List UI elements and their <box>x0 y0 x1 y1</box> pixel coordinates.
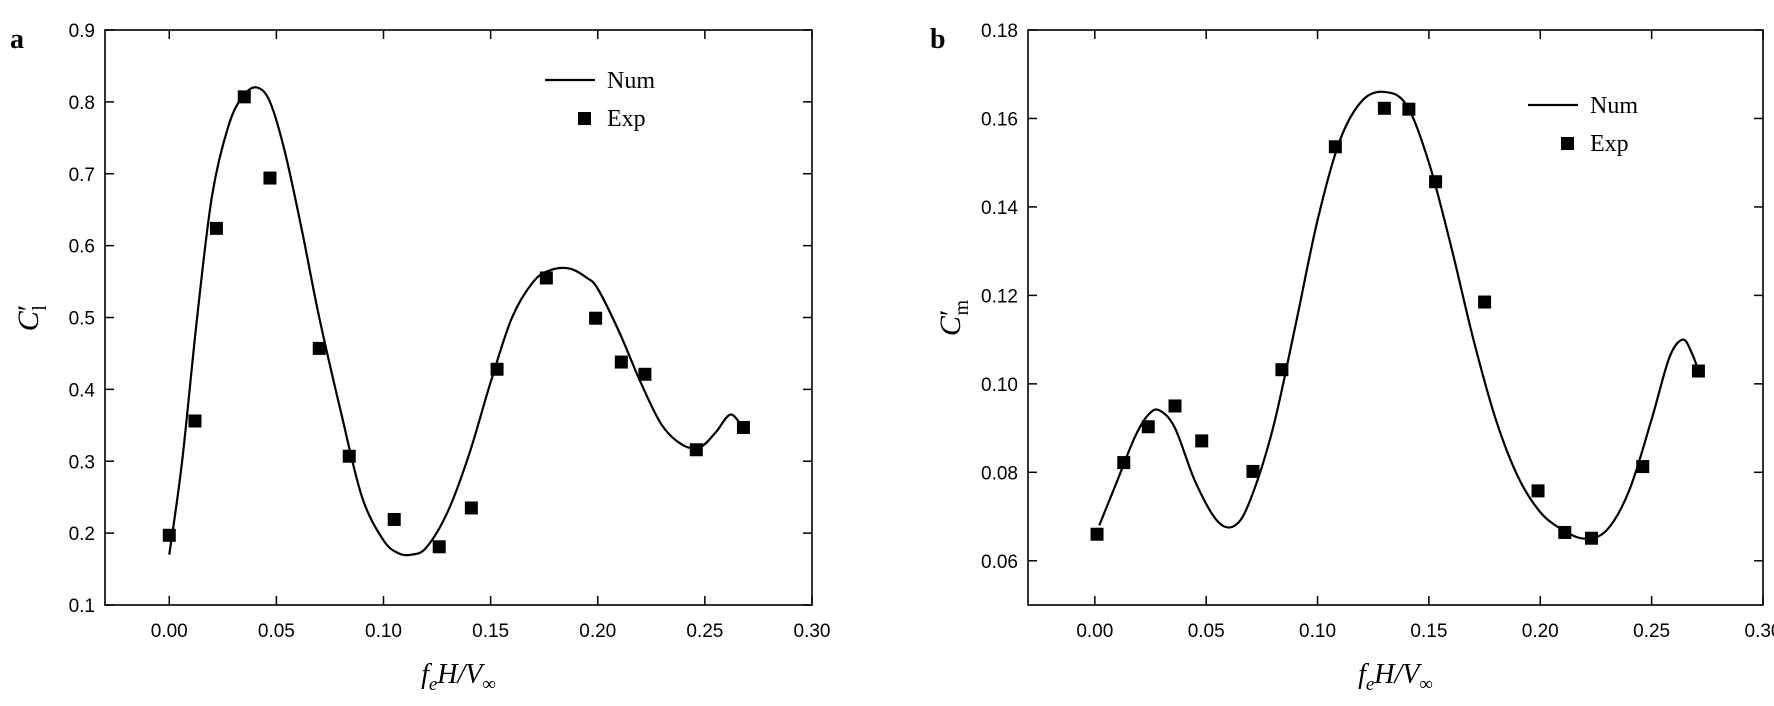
data-point-exp <box>1090 527 1104 541</box>
data-point-exp <box>1691 364 1705 378</box>
series-line-num <box>168 86 745 557</box>
panel-label: b <box>930 24 946 55</box>
x-tick-label: 0.25 <box>1633 621 1670 642</box>
x-tick-label: 0.15 <box>1410 621 1447 642</box>
y-tick-label: 0.7 <box>69 165 95 186</box>
data-point-exp <box>188 414 202 428</box>
y-tick-label: 0.16 <box>981 109 1018 130</box>
data-point-exp <box>490 362 504 376</box>
x-tick-label: 0.15 <box>472 621 509 642</box>
x-tick-label: 0.05 <box>258 621 295 642</box>
y-tick-label: 0.14 <box>981 198 1018 219</box>
x-tick-label: 0.10 <box>365 621 402 642</box>
y-axis-label: C′l <box>12 305 51 332</box>
data-point-exp <box>1195 434 1209 448</box>
data-point-exp <box>342 449 356 463</box>
data-point-exp <box>1328 140 1342 154</box>
y-tick-label: 0.2 <box>69 524 95 545</box>
y-tick-label: 0.10 <box>981 375 1018 396</box>
y-tick-label: 0.08 <box>981 463 1018 484</box>
data-point-exp <box>589 311 603 325</box>
data-point-exp <box>638 367 652 381</box>
data-point-exp <box>1377 101 1391 115</box>
data-point-exp <box>1478 295 1492 309</box>
legend-label-exp: Exp <box>1590 131 1629 157</box>
data-point-exp <box>1168 399 1182 413</box>
data-point-exp <box>432 540 446 554</box>
x-axis-label: feH/V∞ <box>1358 659 1433 695</box>
legend-label-num: Num <box>607 68 655 94</box>
data-point-exp <box>736 420 750 434</box>
data-point-exp <box>1531 484 1545 498</box>
y-tick-label: 0.5 <box>69 309 95 330</box>
data-point-exp <box>237 90 251 104</box>
x-tick-label: 0.00 <box>1076 621 1113 642</box>
y-tick-label: 0.8 <box>69 93 95 114</box>
x-tick-label: 0.10 <box>1299 621 1336 642</box>
data-point-exp <box>464 501 478 515</box>
y-tick-label: 0.18 <box>981 21 1018 42</box>
data-point-exp <box>209 221 223 235</box>
data-point-exp <box>1275 363 1289 377</box>
data-point-exp <box>1117 456 1131 470</box>
y-tick-label: 0.1 <box>69 596 95 617</box>
y-tick-label: 0.9 <box>69 21 95 42</box>
y-tick-label: 0.06 <box>981 552 1018 573</box>
y-tick-label: 0.12 <box>981 286 1018 307</box>
plot-frame <box>1027 29 1764 606</box>
data-point-exp <box>263 171 277 185</box>
data-point-exp <box>1429 175 1443 189</box>
y-tick-label: 0.3 <box>69 452 95 473</box>
y-axis-label: C′m <box>934 299 973 336</box>
data-point-exp <box>1585 531 1598 545</box>
legend-label-num: Num <box>1590 93 1638 119</box>
data-point-exp <box>1246 464 1260 478</box>
chart-panel-b: 0.06 0.08 0.10 0.12 0.14 0.16 0.18 0.00 0.05 0.10… <box>930 21 1774 695</box>
data-point-exp <box>387 512 401 526</box>
plot-frame <box>104 29 813 606</box>
x-tick-label: 0.30 <box>794 621 831 642</box>
legend-marker-swatch <box>1561 137 1574 150</box>
x-tick-label: 0.20 <box>1522 621 1559 642</box>
chart-panel-a: 0.1 0.2 0.3 0.4 0.5 0.6 0.7 0.8 0.9 0.00 0.05 0.10 0… <box>10 21 830 695</box>
data-point-exp <box>312 341 326 355</box>
data-point-exp <box>1636 460 1650 474</box>
y-tick-label: 0.4 <box>69 380 96 401</box>
data-point-exp <box>614 355 628 369</box>
x-axis-label: feH/V∞ <box>421 659 496 695</box>
y-tick-label: 0.6 <box>69 237 95 258</box>
data-point-exp <box>689 443 703 457</box>
x-tick-label: 0.00 <box>151 621 188 642</box>
x-tick-label: 0.25 <box>686 621 723 642</box>
x-tick-label: 0.05 <box>1188 621 1225 642</box>
legend-marker-swatch <box>578 112 591 125</box>
data-point-exp <box>1402 102 1416 116</box>
legend-label-exp: Exp <box>607 106 646 132</box>
series-line-num <box>1098 90 1700 540</box>
data-point-exp <box>1558 525 1572 539</box>
x-tick-label: 0.30 <box>1745 621 1774 642</box>
data-point-exp <box>1141 420 1155 434</box>
panel-label: a <box>10 24 24 55</box>
data-point-exp <box>162 528 176 542</box>
data-point-exp <box>539 271 553 285</box>
x-tick-label: 0.20 <box>579 621 616 642</box>
